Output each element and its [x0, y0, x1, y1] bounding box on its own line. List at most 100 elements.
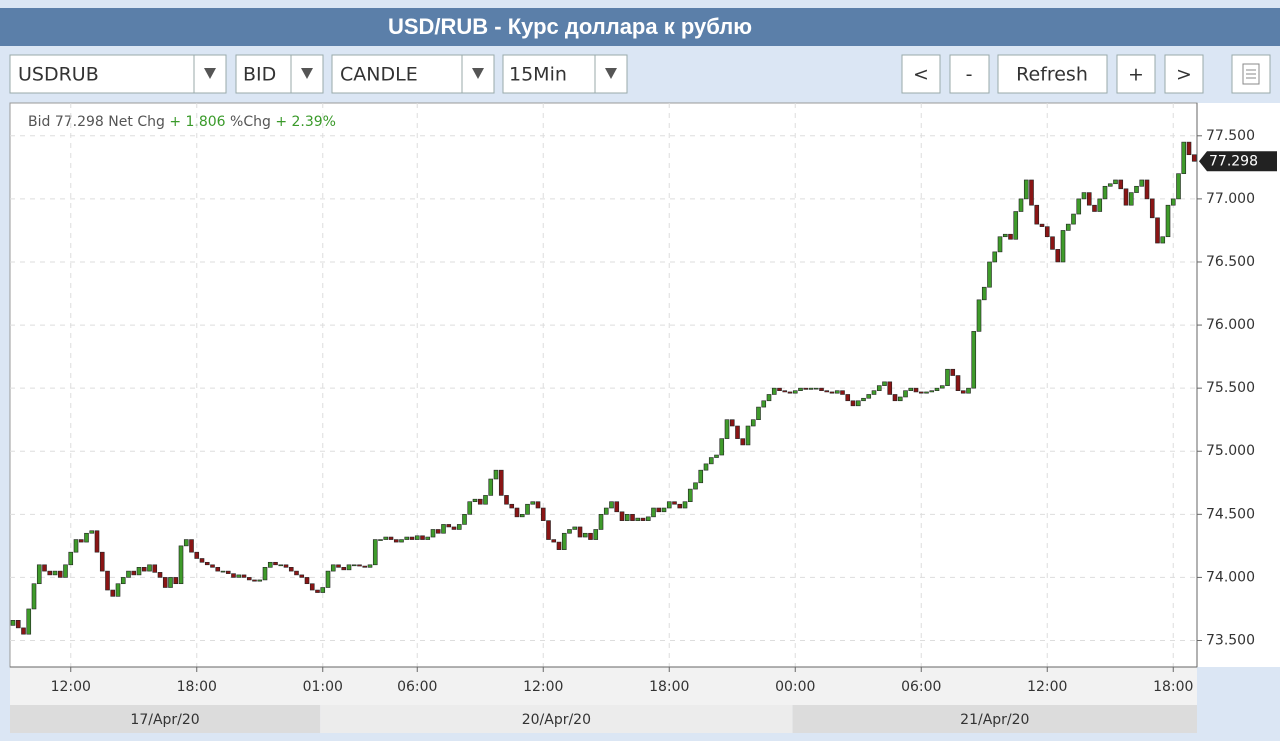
x-tick-label: 12:00	[51, 679, 91, 695]
candle	[294, 570, 299, 576]
candle	[577, 526, 583, 538]
candle	[267, 561, 273, 568]
button[interactable]	[949, 54, 990, 94]
candle	[509, 503, 515, 509]
candle	[199, 558, 205, 563]
candle	[719, 438, 725, 456]
candle	[425, 536, 431, 540]
candle	[598, 514, 604, 530]
candle	[252, 579, 257, 582]
candle	[1081, 192, 1087, 200]
candle	[1113, 179, 1118, 185]
candle	[246, 577, 252, 581]
candle	[708, 457, 714, 465]
candle	[1186, 141, 1192, 156]
chart-style: CANDLE	[340, 64, 418, 86]
candle	[1060, 230, 1066, 263]
candle	[320, 587, 326, 593]
candle	[519, 514, 525, 518]
x-tick-label: 12:00	[523, 679, 563, 695]
candle	[729, 419, 735, 427]
candle	[435, 529, 441, 534]
candle	[1134, 185, 1139, 193]
candle	[409, 536, 415, 540]
candle	[241, 574, 247, 578]
candle	[540, 507, 546, 521]
candle	[1086, 192, 1092, 206]
candle	[834, 390, 840, 394]
candle	[194, 551, 200, 559]
candle	[619, 511, 625, 521]
x-tick-label: 06:00	[397, 679, 437, 695]
button-label: -	[966, 64, 973, 86]
button[interactable]	[997, 54, 1108, 94]
candle	[477, 498, 483, 505]
candle	[57, 570, 63, 578]
candle	[1097, 198, 1103, 212]
candle	[645, 516, 651, 521]
candle	[929, 390, 935, 393]
x-axis-area	[10, 667, 1197, 705]
style-select[interactable]	[331, 54, 495, 94]
candle	[278, 564, 284, 567]
info-text: %Chg	[230, 114, 271, 130]
candle	[94, 530, 100, 553]
dropdown-arrow	[472, 68, 484, 79]
candle	[766, 394, 772, 402]
candle	[68, 551, 74, 566]
candle	[603, 507, 609, 515]
candle	[530, 501, 536, 505]
info-line: Bid 77.298 Net Chg + 1.806 %Chg + 2.39%	[28, 114, 336, 130]
y-tick-label: 77.500	[1206, 128, 1255, 144]
candle	[162, 577, 168, 588]
date-label: 21/Apr/20	[960, 712, 1029, 728]
candle	[556, 541, 562, 550]
candle	[798, 387, 803, 391]
candle	[714, 454, 719, 458]
candle	[1181, 141, 1187, 174]
button-label: +	[1128, 64, 1144, 86]
candle	[1023, 179, 1029, 200]
candle	[99, 551, 105, 572]
y-tick-label: 73.500	[1206, 633, 1255, 649]
candle	[682, 501, 688, 509]
candle	[561, 532, 567, 550]
candle	[404, 536, 410, 540]
candle	[189, 539, 194, 553]
y-tick-label: 75.500	[1206, 380, 1255, 396]
candle	[992, 251, 998, 263]
candle	[52, 570, 58, 576]
candle	[740, 438, 746, 446]
y-axis-area	[1197, 103, 1280, 667]
button[interactable]	[1164, 54, 1204, 94]
candle	[346, 564, 352, 571]
candle	[651, 507, 656, 518]
candle	[588, 532, 593, 540]
candle	[876, 385, 882, 391]
candle	[362, 565, 368, 568]
info-text: Net Chg	[108, 114, 165, 130]
symbol-select[interactable]	[9, 54, 227, 94]
x-tick-label: 01:00	[303, 679, 343, 695]
button[interactable]	[1116, 54, 1156, 94]
price-type: BID	[243, 64, 276, 86]
button[interactable]	[901, 54, 941, 94]
interval-select[interactable]	[502, 54, 628, 94]
x-tick-label: 12:00	[1027, 679, 1067, 695]
candle	[1034, 204, 1040, 225]
candle	[525, 503, 530, 515]
candle	[703, 463, 709, 471]
candle	[861, 397, 866, 402]
candle	[567, 529, 572, 534]
candle	[987, 261, 992, 288]
candle	[687, 488, 693, 503]
last-price-tag	[1199, 151, 1277, 172]
candle	[924, 391, 929, 394]
candle	[808, 387, 814, 390]
candle	[183, 539, 189, 547]
candle	[372, 539, 378, 566]
candle	[1102, 185, 1108, 200]
candle	[283, 564, 289, 568]
toolbar	[9, 54, 1271, 94]
candle	[1029, 179, 1034, 206]
